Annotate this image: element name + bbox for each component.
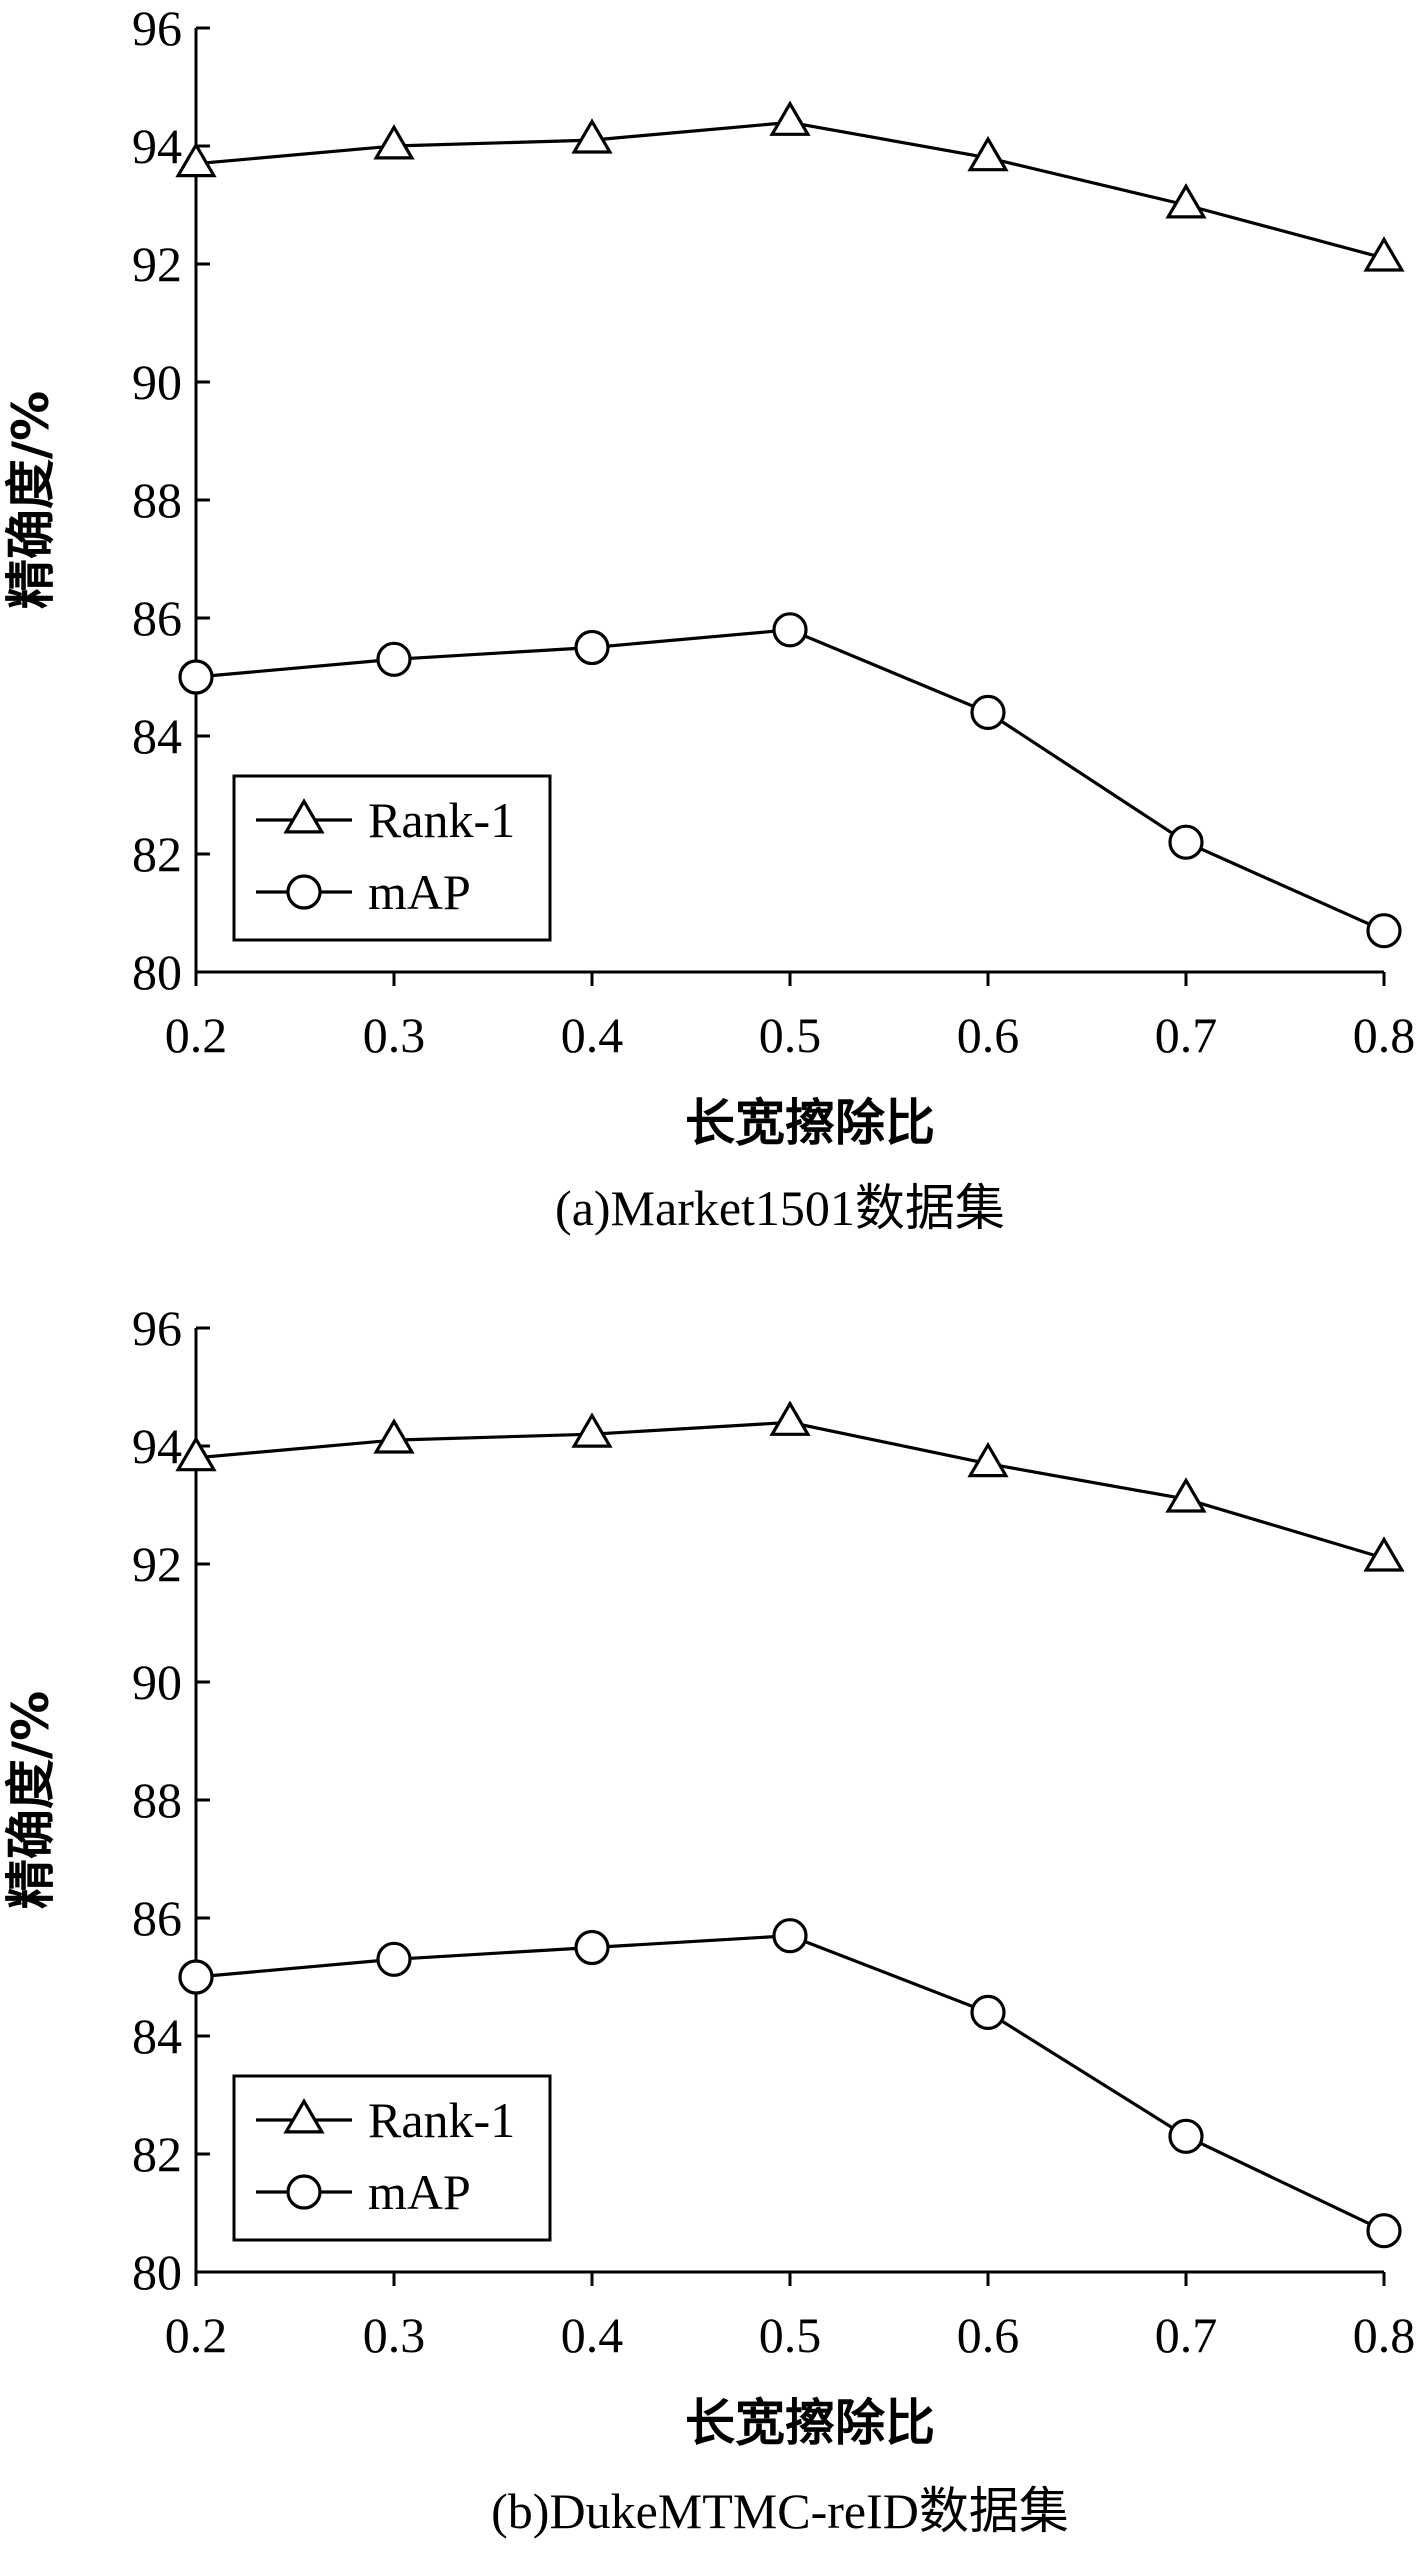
legend: Rank-1 mAP — [232, 2074, 552, 2242]
y-tick-label: 88 — [132, 1772, 182, 1828]
x-tick-label: 0.7 — [1155, 2307, 1218, 2363]
data-point-marker — [574, 629, 610, 666]
data-point-marker — [970, 694, 1006, 731]
figure-caption: (b)DukeMTMC-reID数据集 — [491, 2483, 1069, 2539]
data-point-marker — [178, 659, 214, 695]
series-map — [178, 1918, 1402, 2249]
x-axis-title: 长宽擦除比 — [685, 1094, 935, 1152]
legend-marker — [283, 798, 325, 834]
legend-marker — [286, 2174, 322, 2210]
data-point-marker — [571, 118, 613, 154]
data-point-marker — [178, 1959, 214, 1995]
y-tick-label: 90 — [132, 354, 182, 410]
data-point-marker — [1366, 2213, 1402, 2249]
data-point-marker — [967, 1441, 1009, 1478]
x-tick-label: 0.8 — [1353, 2307, 1416, 2363]
legend-box — [232, 2074, 552, 2242]
y-tick-label: 86 — [132, 590, 182, 646]
x-tick-label: 0.4 — [561, 1007, 624, 1063]
x-tick-label: 0.8 — [1353, 1007, 1416, 1063]
series-rank-1 — [175, 100, 1405, 272]
data-point-marker — [376, 641, 412, 677]
y-tick-label: 84 — [132, 2008, 182, 2064]
y-tick-label: 92 — [132, 236, 182, 292]
data-point-marker — [1165, 1477, 1207, 1513]
x-tick-label: 0.5 — [759, 2307, 822, 2363]
y-tick-label: 94 — [132, 118, 182, 174]
data-point-marker — [772, 612, 808, 648]
x-tick-label: 0.2 — [165, 2307, 228, 2363]
series-line — [195, 1420, 1385, 1560]
x-tick-label: 0.4 — [561, 2307, 624, 2363]
data-point-marker — [373, 124, 415, 160]
legend-box — [232, 774, 552, 942]
x-tick-label: 0.6 — [957, 1007, 1020, 1063]
x-tick-label: 0.6 — [957, 2307, 1020, 2363]
data-point-marker — [970, 1994, 1006, 2031]
figure-caption: (a)Market1501数据集 — [555, 1180, 1005, 1236]
y-tick-label: 90 — [132, 1654, 182, 1710]
y-tick-label: 86 — [132, 1890, 182, 1946]
legend-label: Rank-1 — [368, 792, 515, 848]
data-point-marker — [769, 1400, 811, 1436]
data-point-marker — [376, 1941, 412, 1977]
data-point-marker — [1168, 824, 1204, 860]
chart-panel-a: 80 82 84 86 88 90 92 94 96 0.2 0.3 0.4 0.5 0.6 0.7 0.8 R… — [2, 0, 1415, 1236]
y-tick-label: 80 — [132, 944, 182, 1000]
x-tick-label: 0.7 — [1155, 1007, 1218, 1063]
y-tick-label: 94 — [132, 1418, 182, 1474]
x-tick-label: 0.3 — [363, 1007, 426, 1063]
chart-panel-b: 80 82 84 86 88 90 92 94 96 0.2 0.3 0.4 0.5 0.6 0.7 0.8 R… — [2, 1300, 1415, 2539]
data-point-marker — [967, 135, 1009, 172]
y-tick-label: 96 — [132, 1300, 182, 1356]
data-point-marker — [769, 100, 811, 136]
y-tick-label: 84 — [132, 708, 182, 764]
data-point-marker — [373, 1418, 415, 1454]
y-axis-title: 精确度/% — [2, 391, 60, 609]
y-axis-title: 精确度/% — [2, 1691, 60, 1909]
y-tick-label: 82 — [132, 2126, 182, 2182]
y-tick-label: 88 — [132, 472, 182, 528]
y-tick-label: 96 — [132, 0, 182, 56]
x-tick-label: 0.3 — [363, 2307, 426, 2363]
series-map — [178, 612, 1402, 949]
series-rank-1 — [175, 1400, 1405, 1572]
data-point-marker — [175, 141, 217, 178]
data-point-marker — [1363, 1536, 1405, 1572]
data-point-marker — [175, 1435, 217, 1472]
legend-marker — [283, 2098, 325, 2134]
data-point-marker — [574, 1929, 610, 1966]
legend: Rank-1 mAP — [232, 774, 552, 942]
data-point-marker — [1165, 183, 1207, 219]
series-line — [195, 120, 1385, 260]
legend-marker — [286, 874, 322, 910]
data-point-marker — [571, 1412, 613, 1448]
x-axis-title: 长宽擦除比 — [685, 2394, 935, 2452]
data-point-marker — [772, 1918, 808, 1954]
y-tick-label: 82 — [132, 826, 182, 882]
legend-label: Rank-1 — [368, 2092, 515, 2148]
data-point-marker — [1168, 2118, 1204, 2154]
data-point-marker — [1363, 236, 1405, 272]
legend-label: mAP — [368, 864, 471, 920]
legend-label: mAP — [368, 2164, 471, 2220]
y-tick-label: 92 — [132, 1536, 182, 1592]
data-point-marker — [1366, 913, 1402, 949]
y-tick-label: 80 — [132, 2244, 182, 2300]
x-tick-label: 0.2 — [165, 1007, 228, 1063]
x-tick-label: 0.5 — [759, 1007, 822, 1063]
